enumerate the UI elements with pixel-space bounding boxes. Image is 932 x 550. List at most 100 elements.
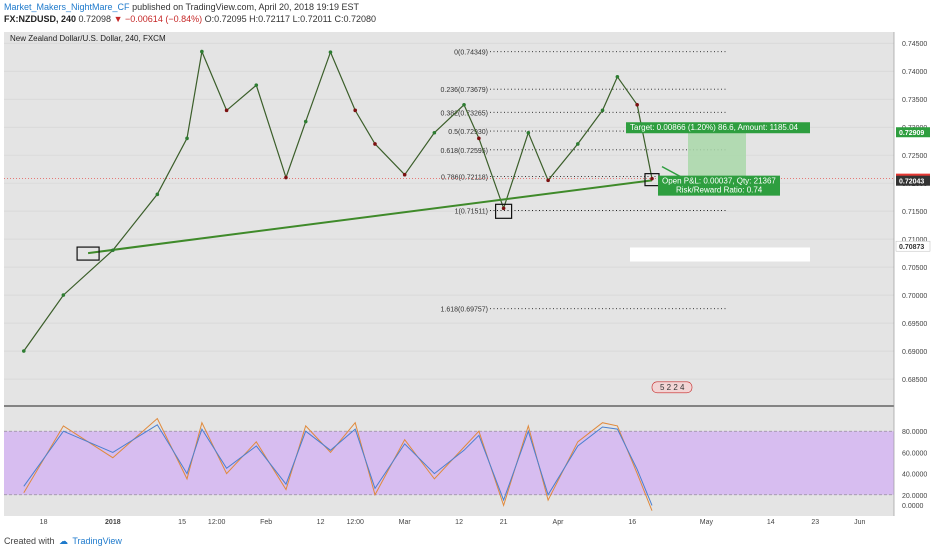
price-point <box>61 293 66 297</box>
oscillator-tick-label: 60.0000 <box>902 450 927 457</box>
price-tick-label: 0.74000 <box>902 69 927 76</box>
fib-level-label: 0.5(0.72930) <box>448 129 488 136</box>
price-point <box>21 349 26 353</box>
support-trendline[interactable] <box>87 179 653 255</box>
oscillator-axis[interactable]: 80.0000 60.0000 40.0000 20.0000 0.0000 <box>902 429 927 510</box>
created-with-text: Created with <box>4 536 55 546</box>
price-point <box>402 172 407 177</box>
oscillator-tick-label: 40.0000 <box>902 472 927 479</box>
price-point <box>501 206 506 211</box>
low-value: L:0.72011 <box>292 14 332 24</box>
price-tag-label: 0.72909 <box>899 130 924 137</box>
svg-text:Risk/Reward Ratio: 0.74: Risk/Reward Ratio: 0.74 <box>676 186 763 195</box>
pivot-marker-box <box>76 246 100 261</box>
grid-lines <box>4 42 894 380</box>
symbol-label: FX:NZDUSD, 240 <box>4 14 77 24</box>
price-point <box>526 130 531 135</box>
price-tick-label: 0.69000 <box>902 349 927 356</box>
price-point <box>650 176 654 181</box>
pivot-marker-box <box>495 203 513 219</box>
price-point <box>111 248 115 253</box>
price-point <box>224 108 229 113</box>
price-tag: 0.72909 <box>896 127 930 138</box>
price-point <box>328 50 333 54</box>
close-value: C:0.72080 <box>334 14 376 24</box>
svg-text:Open P&L: 0.00037, Qty: 21367: Open P&L: 0.00037, Qty: 21367 <box>662 177 776 186</box>
price-tick-label: 0.70500 <box>902 265 927 272</box>
events-badge[interactable]: 5 2 2 4 <box>651 381 693 394</box>
tradingview-brand[interactable]: TradingView <box>72 536 122 546</box>
price-change: −0.00614 (−0.84%) <box>125 14 203 24</box>
time-tick-label: 12:00 <box>346 519 364 526</box>
time-tick-label: 21 <box>500 519 508 526</box>
price-point <box>600 108 605 113</box>
time-tick-label: 14 <box>767 519 775 526</box>
price-tick-label: 0.72500 <box>902 153 927 160</box>
price-tag-label: 0.70873 <box>899 244 924 251</box>
fib-level-label: 0.236(0.73679) <box>441 87 488 94</box>
time-tick-label: Apr <box>553 519 565 526</box>
chart-title: New Zealand Dollar/U.S. Dollar, 240, FXC… <box>10 34 166 43</box>
target-label: Target: 0.00866 (1.20%) 86.6, Amount: 11… <box>626 122 810 134</box>
price-point <box>462 102 466 107</box>
time-tick-label: 16 <box>628 519 636 526</box>
price-tag-bg <box>896 175 930 186</box>
time-tick-label: 2018 <box>105 519 121 526</box>
oscillator-tick-label: 20.0000 <box>902 493 927 500</box>
price-axis[interactable]: 0.745000.740000.735000.730000.725000.720… <box>895 41 931 384</box>
stochastic-rsi-pane[interactable] <box>4 406 894 516</box>
time-tick-label: 12:00 <box>208 519 226 526</box>
svg-text:5 2 2 4: 5 2 2 4 <box>660 383 685 392</box>
price-point <box>200 49 204 54</box>
price-tag-bg <box>895 240 931 252</box>
time-tick-label: Mar <box>399 519 412 526</box>
price-tag-label: 0.72043 <box>899 179 924 186</box>
price-tag: 0.72043 <box>896 175 930 186</box>
time-tick-label: 18 <box>40 519 48 526</box>
stochastic-d-line <box>23 424 653 506</box>
price-tick-label: 0.71500 <box>902 209 927 216</box>
time-axis-bg <box>4 516 894 526</box>
time-tick-label: 15 <box>178 519 186 526</box>
price-point <box>373 142 377 146</box>
price-chart[interactable]: New Zealand Dollar/U.S. Dollar, 240, FXC… <box>0 30 932 530</box>
price-tick-label: 0.71000 <box>902 237 927 244</box>
time-tick-label: 12 <box>317 519 325 526</box>
price-tick-label: 0.70000 <box>902 293 927 300</box>
price-tag-bg <box>896 127 930 138</box>
footer: Created with ☁ TradingView <box>0 532 932 550</box>
svg-text:Target: 0.00866 (1.20%) 86.6,: Target: 0.00866 (1.20%) 86.6, Amount: 11… <box>630 123 799 132</box>
main-pane-bg <box>4 32 894 407</box>
time-tick-label: 23 <box>811 519 819 526</box>
time-tick-label: May <box>700 519 714 526</box>
price-point <box>303 119 308 124</box>
target-zone[interactable] <box>688 132 746 179</box>
published-text: published on TradingView.com, April 20, … <box>132 2 360 12</box>
price-point <box>432 130 437 135</box>
time-tick-label: 12 <box>455 519 463 526</box>
fib-level-label: 0.382(0.73265) <box>441 110 488 117</box>
price-tick-label: 0.73500 <box>902 97 927 104</box>
price-tick-label: 0.69500 <box>902 321 927 328</box>
fib-level-label: 0.786(0.72118) <box>441 175 488 182</box>
price-tick-label: 0.74500 <box>902 41 927 48</box>
price-point <box>254 83 259 87</box>
oscillator-tick-label: 80.0000 <box>902 429 927 436</box>
main-pane[interactable]: New Zealand Dollar/U.S. Dollar, 240, FXC… <box>4 32 894 407</box>
price-point <box>546 178 550 183</box>
price-point <box>284 175 288 180</box>
price-point <box>155 192 160 197</box>
price-tick-label: 0.68500 <box>902 377 927 384</box>
time-axis[interactable]: 18 2018 15 12:00 Feb 12 12:00 Mar 12 21 Apr 16 May 14… <box>4 516 894 526</box>
highlight-box <box>630 247 810 262</box>
open-value: O:0.72095 <box>204 14 247 24</box>
price-point <box>185 136 189 141</box>
tradingview-cloud-icon: ☁ <box>59 536 69 546</box>
fibonacci-retracement[interactable]: 0(0.74349) 0.236(0.73679) 0.382(0.73265) 0.… <box>441 50 728 314</box>
fib-level-label: 1(0.71511) <box>455 208 488 215</box>
price-point <box>576 142 580 146</box>
stochastic-k-line <box>23 417 653 511</box>
author-link[interactable]: Market_Makers_NightMare_CF <box>4 2 130 12</box>
high-value: H:0.72117 <box>249 14 291 24</box>
time-tick-label: Jun <box>854 519 865 526</box>
